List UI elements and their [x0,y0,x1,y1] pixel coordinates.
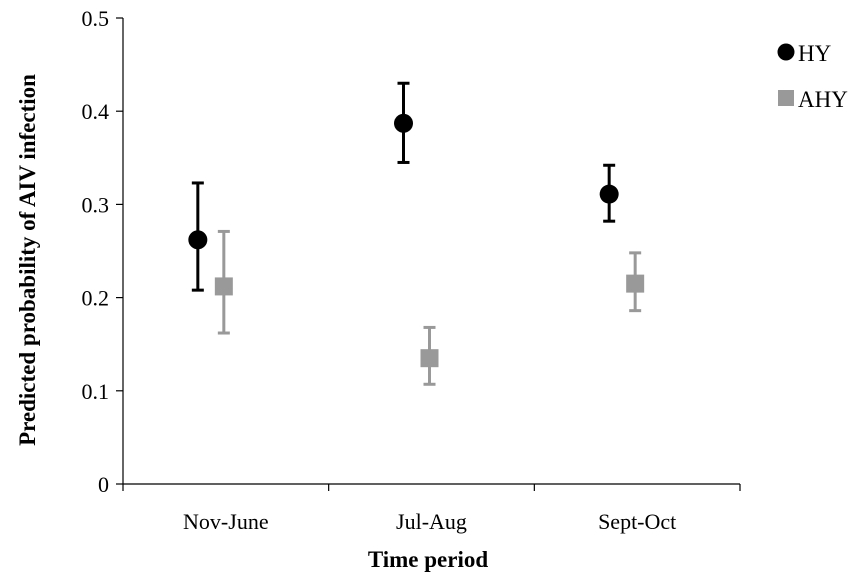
y-tick-label: 0.5 [82,6,110,31]
hy-marker [599,184,619,204]
y-tick-label: 0.3 [82,192,110,217]
ahy-marker [420,349,439,368]
legend: HY AHY [777,41,848,112]
hy-marker [188,230,208,250]
chart-marks [188,81,645,386]
x-tick-label: Jul-Aug [396,509,467,534]
y-tick-label: 0.2 [82,286,110,311]
y-tick-label: 0 [98,472,109,497]
ahy-point [214,229,233,335]
hy-marker [394,113,413,133]
hy-point [188,181,208,292]
y-tick-label: 0.1 [82,379,110,404]
y-axis-title: Predicted probability of AIV infection [15,74,40,446]
legend-label: AHY [798,87,848,112]
x-tick-label: Sept-Oct [598,509,676,534]
x-axis: Nov-June Jul-Aug Sept-Oct [122,483,741,534]
y-axis: 0 0.1 0.2 0.3 0.4 0.5 [82,6,124,497]
legend-item: AHY [778,87,848,112]
ahy-marker [626,274,645,293]
ahy-point [626,251,645,313]
legend-hy-marker [777,43,795,61]
legend-label: HY [798,41,832,66]
ahy-marker [214,277,233,296]
x-tick-label: Nov-June [183,509,269,534]
x-axis-title: Time period [368,547,489,572]
legend-ahy-marker [778,90,794,106]
legend-item: HY [777,41,832,66]
ahy-point [420,325,439,386]
hy-point [394,81,413,164]
hy-point [599,163,619,223]
y-tick-label: 0.4 [82,99,110,124]
